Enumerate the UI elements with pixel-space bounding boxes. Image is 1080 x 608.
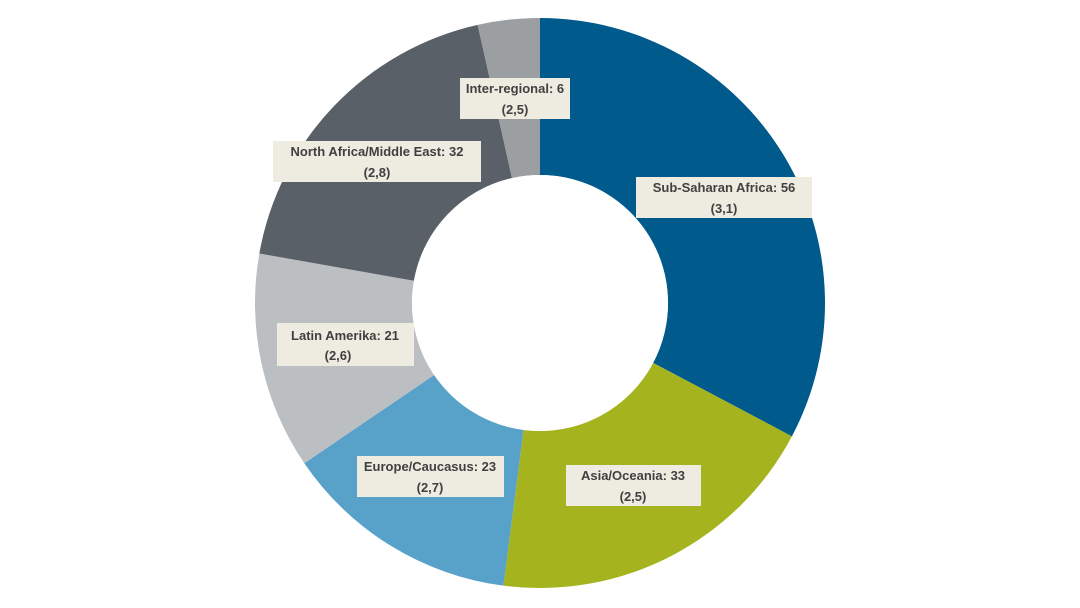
slice-label: Sub-Saharan Africa: 56	[653, 180, 796, 195]
slice-label: Inter-regional: 6	[466, 81, 564, 96]
slice-sublabel: (2,5)	[502, 102, 529, 117]
slice-sub-saharan-africa	[540, 18, 825, 437]
slice-label: Europe/Caucasus: 23	[364, 459, 496, 474]
slice-sublabel: (3,1)	[711, 201, 738, 216]
donut-hole	[412, 175, 668, 431]
label-europe-caucasus: Europe/Caucasus: 23 (2,7)	[357, 456, 504, 497]
label-sub-saharan-africa: Sub-Saharan Africa: 56 (3,1)	[636, 177, 812, 218]
slice-label: North Africa/Middle East: 32	[291, 144, 464, 159]
slice-label: Asia/Oceania: 33	[581, 468, 685, 483]
slice-sublabel: (2,6)	[325, 348, 352, 363]
slice-sublabel: (2,8)	[364, 165, 391, 180]
slice-label: Latin Amerika: 21	[291, 328, 399, 343]
slice-sublabel: (2,5)	[620, 489, 647, 504]
label-inter-regional: Inter-regional: 6 (2,5)	[460, 78, 570, 119]
label-latin-amerika: Latin Amerika: 21 (2,6)	[277, 323, 414, 366]
slice-sublabel: (2,7)	[417, 480, 444, 495]
label-asia-oceania: Asia/Oceania: 33 (2,5)	[566, 465, 701, 506]
label-north-africa-middle-east: North Africa/Middle East: 32 (2,8)	[273, 141, 481, 182]
